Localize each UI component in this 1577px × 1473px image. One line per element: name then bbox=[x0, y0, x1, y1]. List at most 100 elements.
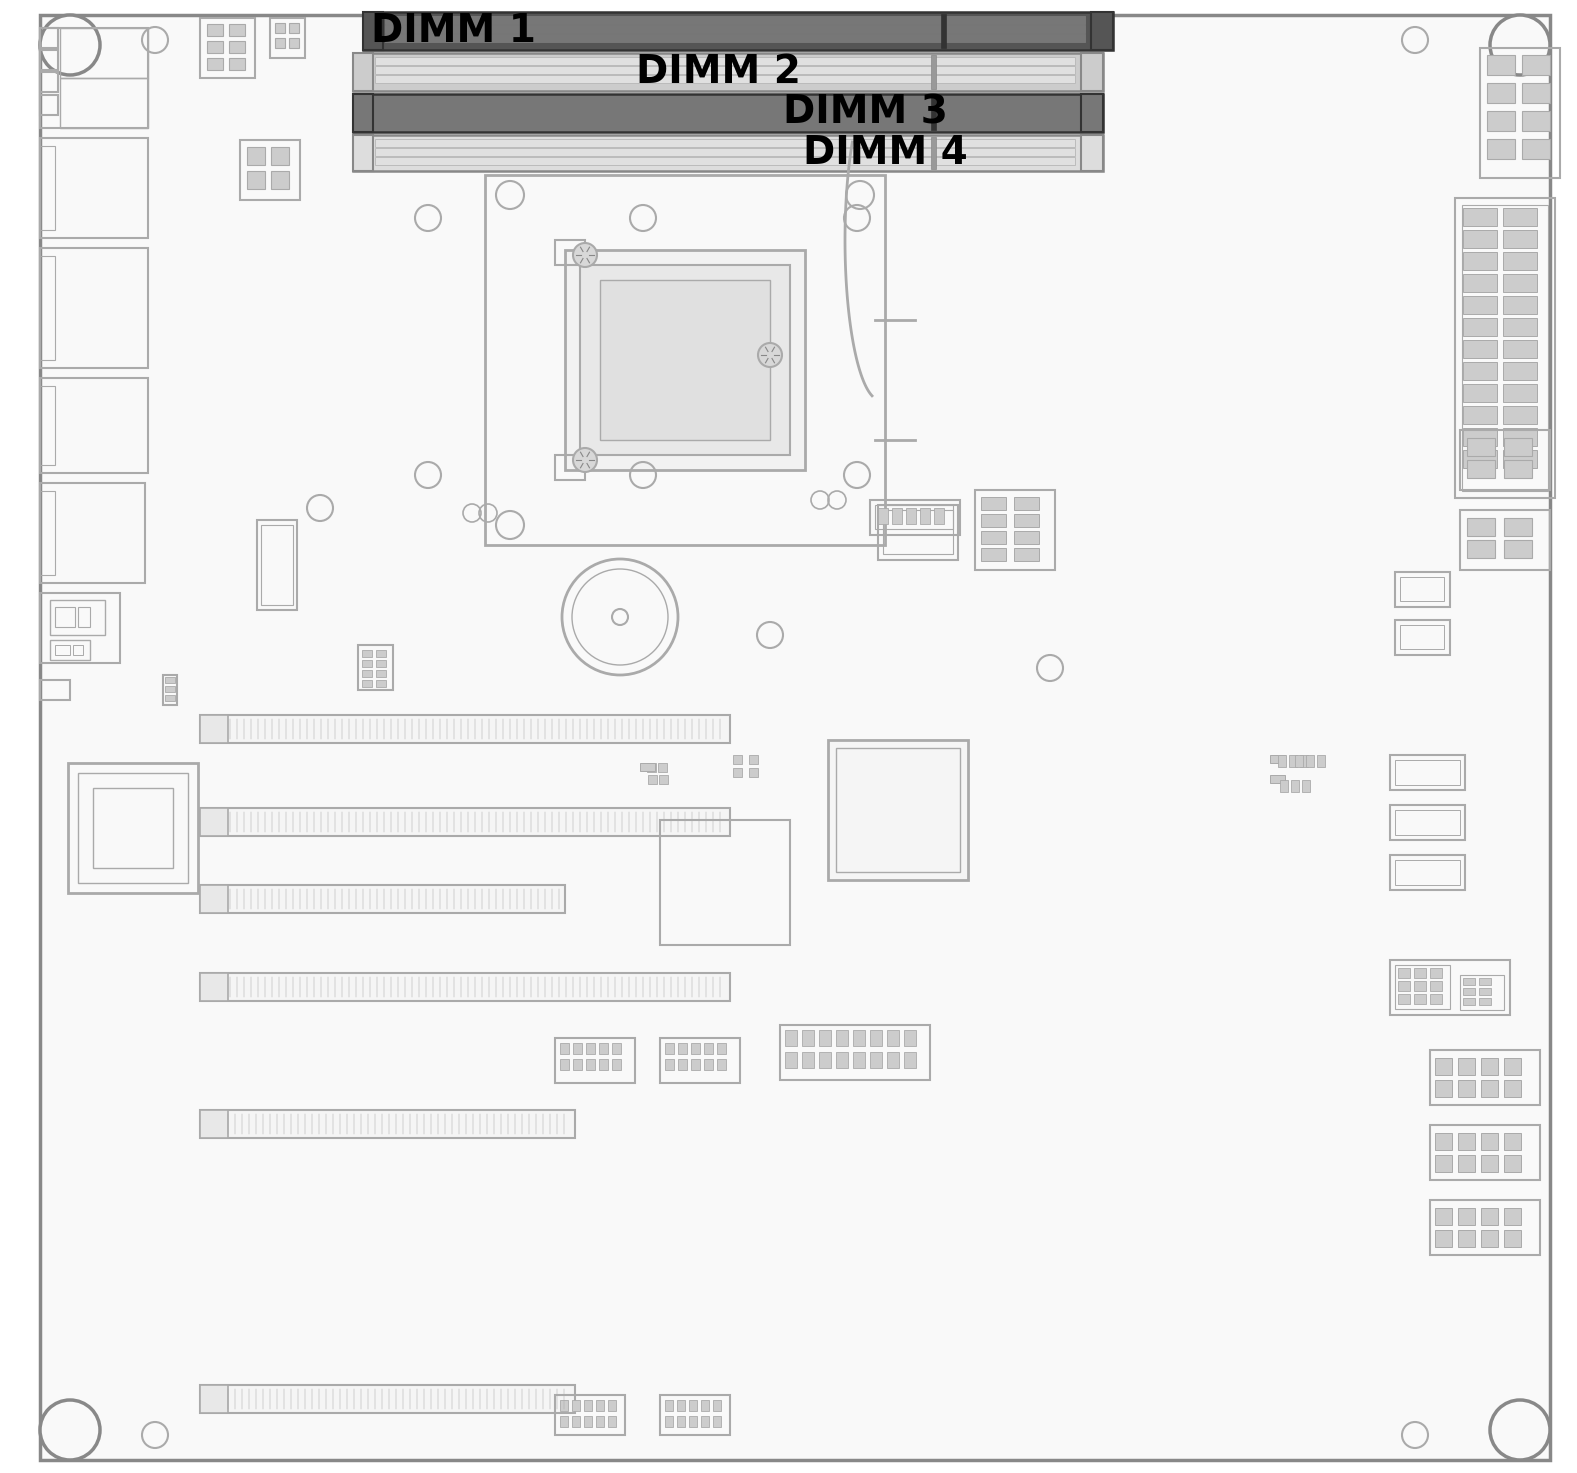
Bar bbox=[1306, 756, 1314, 767]
Bar bbox=[1463, 274, 1497, 292]
Bar bbox=[1430, 968, 1441, 978]
Bar bbox=[229, 41, 244, 53]
Bar bbox=[678, 1059, 688, 1069]
Circle shape bbox=[39, 15, 99, 75]
Bar bbox=[77, 773, 188, 882]
Bar bbox=[1459, 1080, 1474, 1097]
Bar bbox=[555, 1395, 624, 1435]
Bar bbox=[875, 505, 953, 529]
Bar bbox=[691, 1043, 700, 1055]
Bar bbox=[270, 18, 304, 57]
Circle shape bbox=[497, 181, 524, 209]
Bar bbox=[803, 1052, 814, 1068]
Bar bbox=[1487, 110, 1515, 131]
Bar bbox=[1435, 1133, 1452, 1150]
Bar bbox=[375, 158, 1076, 165]
Bar bbox=[930, 137, 935, 169]
Circle shape bbox=[1490, 15, 1550, 75]
Bar bbox=[166, 678, 175, 683]
Bar bbox=[555, 240, 585, 265]
Bar bbox=[200, 809, 229, 837]
Bar bbox=[1435, 1058, 1452, 1075]
Bar bbox=[1435, 1230, 1452, 1248]
Bar bbox=[733, 756, 743, 764]
Bar bbox=[353, 94, 1102, 133]
Bar bbox=[1504, 1230, 1520, 1248]
Circle shape bbox=[1490, 1399, 1550, 1460]
Bar bbox=[271, 171, 289, 189]
Bar bbox=[1463, 999, 1474, 1005]
Bar bbox=[1396, 810, 1460, 835]
Bar bbox=[1396, 965, 1449, 1009]
Bar bbox=[1504, 518, 1531, 536]
Bar bbox=[353, 94, 374, 133]
Bar bbox=[375, 116, 1076, 124]
Bar bbox=[749, 767, 759, 776]
Bar bbox=[689, 1416, 697, 1427]
Bar bbox=[1463, 318, 1497, 336]
Bar bbox=[50, 639, 90, 660]
Bar bbox=[50, 600, 106, 635]
Bar bbox=[587, 1059, 595, 1069]
Bar bbox=[1504, 1080, 1520, 1097]
Bar bbox=[240, 140, 300, 200]
Bar bbox=[385, 16, 1085, 24]
Bar bbox=[1435, 1155, 1452, 1173]
Bar bbox=[702, 1416, 710, 1427]
Bar bbox=[1288, 756, 1296, 767]
Bar bbox=[878, 505, 957, 560]
Bar bbox=[363, 650, 372, 657]
Bar bbox=[1503, 449, 1538, 468]
Bar bbox=[1397, 994, 1410, 1005]
Bar bbox=[1463, 296, 1497, 314]
Bar bbox=[1503, 407, 1538, 424]
Bar bbox=[1467, 437, 1495, 457]
Bar bbox=[200, 1111, 229, 1139]
Bar bbox=[691, 1059, 700, 1069]
Bar bbox=[1503, 340, 1538, 358]
Bar bbox=[661, 1395, 730, 1435]
Bar bbox=[200, 1385, 576, 1413]
Bar bbox=[353, 136, 1102, 171]
Bar bbox=[665, 1416, 673, 1427]
Bar bbox=[68, 763, 199, 893]
Bar bbox=[1459, 1208, 1474, 1226]
Bar bbox=[1503, 296, 1538, 314]
Bar bbox=[363, 670, 372, 678]
Bar bbox=[828, 739, 968, 879]
Bar bbox=[661, 1038, 740, 1083]
Bar bbox=[818, 1052, 831, 1068]
Bar bbox=[73, 645, 84, 655]
Bar bbox=[1462, 205, 1549, 491]
Bar bbox=[1481, 1058, 1498, 1075]
Circle shape bbox=[572, 448, 598, 471]
Bar bbox=[1299, 756, 1307, 767]
Bar bbox=[1415, 981, 1426, 991]
Bar bbox=[1503, 429, 1538, 446]
Bar bbox=[661, 820, 790, 946]
Bar bbox=[1463, 429, 1497, 446]
Bar bbox=[1014, 514, 1039, 527]
Bar bbox=[1503, 362, 1538, 380]
Bar bbox=[1463, 449, 1497, 468]
Bar bbox=[1080, 94, 1102, 133]
Bar bbox=[207, 24, 222, 35]
Bar bbox=[1463, 362, 1497, 380]
Bar bbox=[1435, 1080, 1452, 1097]
Bar bbox=[1479, 978, 1490, 985]
Bar bbox=[975, 491, 1055, 570]
Bar bbox=[229, 57, 244, 71]
Bar bbox=[583, 1399, 591, 1411]
Bar bbox=[1459, 1230, 1474, 1248]
Bar bbox=[677, 1416, 684, 1427]
Bar bbox=[665, 1059, 673, 1069]
Bar bbox=[930, 55, 935, 88]
Text: DIMM 3: DIMM 3 bbox=[784, 94, 948, 133]
Text: DIMM 4: DIMM 4 bbox=[803, 134, 968, 172]
Bar bbox=[289, 38, 300, 49]
Bar bbox=[274, 38, 285, 49]
Bar bbox=[785, 1030, 796, 1046]
Bar bbox=[200, 1385, 229, 1413]
Bar bbox=[353, 53, 1102, 91]
Bar bbox=[836, 748, 960, 872]
